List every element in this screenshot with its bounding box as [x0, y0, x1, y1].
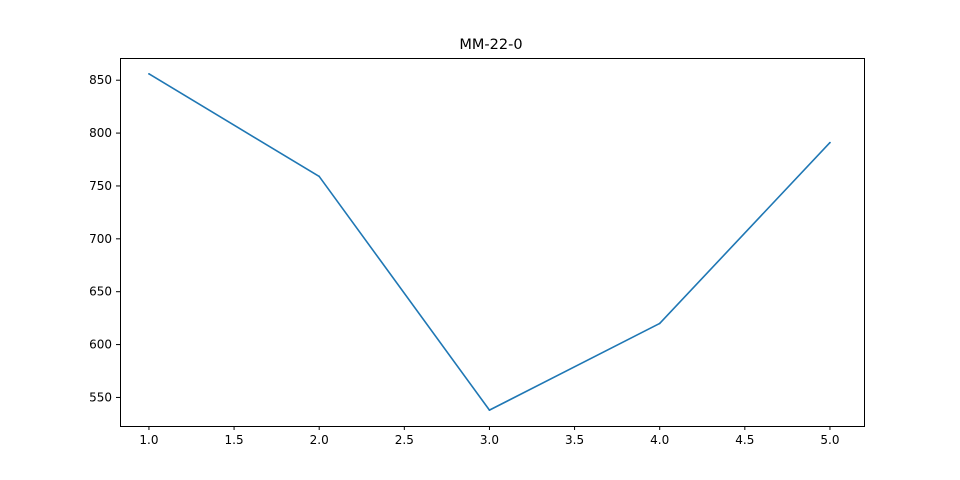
y-tick-label: 800 [89, 126, 112, 140]
y-tick-label: 650 [89, 285, 112, 299]
data-point [829, 141, 831, 144]
series-group [148, 72, 831, 412]
x-tick-label: 1.0 [139, 433, 158, 447]
x-tick-label: 4.0 [650, 433, 669, 447]
y-tick-label: 600 [89, 338, 112, 352]
x-tick-label: 1.5 [225, 433, 244, 447]
data-point [488, 409, 491, 412]
x-axis: 1.0 1.5 2.0 2.5 3.0 3.5 4.0 4.5 5.0 [139, 426, 839, 447]
x-tick-label: 5.0 [820, 433, 839, 447]
y-tick-label: 700 [89, 232, 112, 246]
series-line-0 [148, 73, 831, 411]
y-tick-label: 850 [89, 73, 112, 87]
x-tick-label: 2.0 [310, 433, 329, 447]
x-tick-label: 3.5 [565, 433, 584, 447]
data-point [658, 322, 661, 325]
plot-frame [120, 58, 865, 427]
y-axis: 550 600 650 700 750 800 850 [89, 73, 121, 404]
y-tick-label: 550 [89, 390, 112, 404]
chart-title: MM-22-0 [459, 37, 522, 53]
x-tick-label: 4.5 [735, 433, 754, 447]
data-point [318, 175, 321, 178]
x-tick-label: 3.0 [480, 433, 499, 447]
x-tick-label: 2.5 [395, 433, 414, 447]
y-tick-label: 750 [89, 179, 112, 193]
data-point [148, 72, 150, 75]
